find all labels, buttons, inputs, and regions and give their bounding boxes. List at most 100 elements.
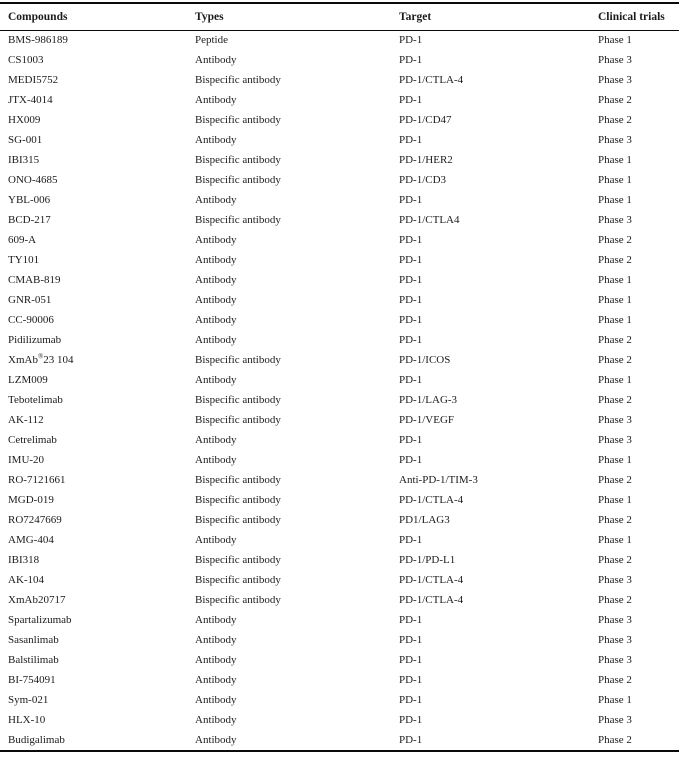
cell-types: Bispecific antibody — [195, 394, 281, 406]
cell-clinical-trials: Phase 1 — [598, 294, 632, 306]
cell-target: PD-1 — [399, 454, 423, 466]
table-row: SG-001 Antibody PD-1 Phase 3 — [0, 131, 679, 151]
cell-clinical-trials: Phase 1 — [598, 314, 632, 326]
cell-target: PD-1 — [399, 714, 423, 726]
table-row: Spartalizumab Antibody PD-1 Phase 3 — [0, 611, 679, 631]
cell-target: PD-1 — [399, 634, 423, 646]
cell-target: PD-1/CTLA-4 — [399, 594, 464, 606]
cell-clinical-trials: Phase 1 — [598, 454, 632, 466]
cell-types: Antibody — [195, 194, 237, 206]
table-header: Compounds Types Target Clinical trials — [0, 3, 679, 31]
table-row: IMU-20 Antibody PD-1 Phase 1 — [0, 451, 679, 471]
table-row: YBL-006 Antibody PD-1 Phase 1 — [0, 191, 679, 211]
cell-types: Antibody — [195, 374, 237, 386]
cell-target: PD-1 — [399, 134, 423, 146]
cell-types: Peptide — [195, 34, 228, 47]
cell-target: PD-1/CTLA-4 — [399, 74, 464, 86]
cell-clinical-trials: Phase 3 — [598, 74, 632, 86]
table-row: MEDI5752 Bispecific antibody PD-1/CTLA-4 Ph… — [0, 71, 679, 91]
cell-compounds: JTX-4014 — [8, 94, 53, 106]
cell-target: PD-1 — [399, 194, 423, 206]
cell-clinical-trials: Phase 2 — [598, 234, 632, 246]
table-row: Sasanlimab Antibody PD-1 Phase 3 — [0, 631, 679, 651]
cell-clinical-trials: Phase 2 — [598, 674, 632, 686]
cell-target: PD1/LAG3 — [399, 514, 450, 526]
table-row: XmAb®23 104 Bispecific antibody PD-1/ICOS P… — [0, 351, 679, 371]
cell-compounds: TY101 — [8, 254, 40, 266]
cell-target: PD-1 — [399, 254, 423, 266]
cell-types: Bispecific antibody — [195, 474, 281, 486]
cell-types: Antibody — [195, 733, 237, 746]
cell-clinical-trials: Phase 1 — [598, 274, 632, 286]
table-row: RO-7121661 Bispecific antibody Anti-PD-1/T… — [0, 471, 679, 491]
cell-clinical-trials: Phase 2 — [598, 114, 632, 126]
cell-types: Antibody — [195, 674, 237, 686]
cell-compounds: RO7247669 — [8, 514, 62, 526]
cell-types: Antibody — [195, 654, 237, 666]
cell-clinical-trials: Phase 3 — [598, 134, 632, 146]
cell-types: Antibody — [195, 234, 237, 246]
cell-target: PD-1 — [399, 294, 423, 306]
cell-clinical-trials: Phase 3 — [598, 654, 632, 666]
table-row: TY101 Antibody PD-1 Phase 2 — [0, 251, 679, 271]
table-row: AK-104 Bispecific antibody PD-1/CTLA-4 Phas… — [0, 571, 679, 591]
cell-target: PD-1 — [399, 694, 423, 706]
cell-compounds: Budigalimab — [8, 733, 65, 746]
cell-target: PD-1/CD47 — [399, 114, 452, 126]
cell-types: Antibody — [195, 274, 237, 286]
cell-clinical-trials: Phase 2 — [598, 474, 632, 486]
table-row: Sym-021 Antibody PD-1 Phase 1 — [0, 691, 679, 711]
cell-compounds: HLX-10 — [8, 714, 46, 726]
cell-compounds: RO-7121661 — [8, 474, 66, 486]
cell-clinical-trials: Phase 2 — [598, 554, 632, 566]
cell-compounds: IMU-20 — [8, 454, 45, 466]
cell-clinical-trials: Phase 1 — [598, 374, 632, 386]
cell-compounds: Balstilimab — [8, 654, 59, 666]
cell-clinical-trials: Phase 3 — [598, 634, 632, 646]
cell-clinical-trials: Phase 3 — [598, 574, 632, 586]
cell-compounds: AK-112 — [8, 414, 44, 426]
cell-clinical-trials: Phase 3 — [598, 434, 632, 446]
cell-target: PD-1 — [399, 94, 423, 106]
cell-types: Antibody — [195, 134, 237, 146]
cell-types: Antibody — [195, 454, 237, 466]
cell-target: PD-1/CD3 — [399, 174, 447, 186]
cell-compounds: LZM009 — [8, 374, 48, 386]
column-header-clinical-trials: Clinical trials — [590, 3, 679, 31]
cell-compounds: CMAB-819 — [8, 274, 61, 286]
cell-clinical-trials: Phase 1 — [598, 154, 632, 166]
cell-clinical-trials: Phase 2 — [598, 594, 632, 606]
cell-target: PD-1/LAG-3 — [399, 394, 458, 406]
table-row: AMG-404 Antibody PD-1 Phase 1 — [0, 531, 679, 551]
column-header-target: Target — [391, 3, 590, 31]
table-header-row: Compounds Types Target Clinical trials — [0, 3, 679, 31]
cell-target: PD-1 — [399, 234, 423, 246]
cell-types: Bispecific antibody — [195, 114, 281, 126]
cell-types: Antibody — [195, 534, 237, 546]
cell-clinical-trials: Phase 2 — [598, 254, 632, 266]
table-row: RO7247669 Bispecific antibody PD1/LAG3 Phas… — [0, 511, 679, 531]
cell-types: Antibody — [195, 334, 237, 346]
cell-types: Bispecific antibody — [195, 494, 281, 506]
cell-compounds: Spartalizumab — [8, 614, 72, 626]
cell-compounds: SG-001 — [8, 134, 43, 146]
cell-compounds: IBI318 — [8, 554, 40, 566]
cell-types: Bispecific antibody — [195, 154, 281, 166]
cell-target: PD-1 — [399, 674, 423, 686]
cell-compounds: XmAb®23 104 — [8, 352, 74, 366]
table-row: BI-754091 Antibody PD-1 Phase 2 — [0, 671, 679, 691]
table-row: AK-112 Bispecific antibody PD-1/VEGF Phase … — [0, 411, 679, 431]
cell-compounds: Cetrelimab — [8, 434, 57, 446]
table-row: BCD-217 Bispecific antibody PD-1/CTLA4 Phas… — [0, 211, 679, 231]
table-row: Budigalimab Antibody PD-1 Phase 2 — [0, 731, 679, 751]
cell-compounds: HX009 — [8, 114, 41, 126]
cell-clinical-trials: Phase 3 — [598, 214, 632, 226]
cell-target: PD-1/CTLA-4 — [399, 494, 464, 506]
cell-types: Bispecific antibody — [195, 174, 281, 186]
cell-target: PD-1 — [399, 733, 423, 746]
cell-compounds: YBL-006 — [8, 194, 51, 206]
cell-target: PD-1/ICOS — [399, 354, 451, 366]
cell-clinical-trials: Phase 2 — [598, 514, 632, 526]
cell-types: Antibody — [195, 614, 237, 626]
